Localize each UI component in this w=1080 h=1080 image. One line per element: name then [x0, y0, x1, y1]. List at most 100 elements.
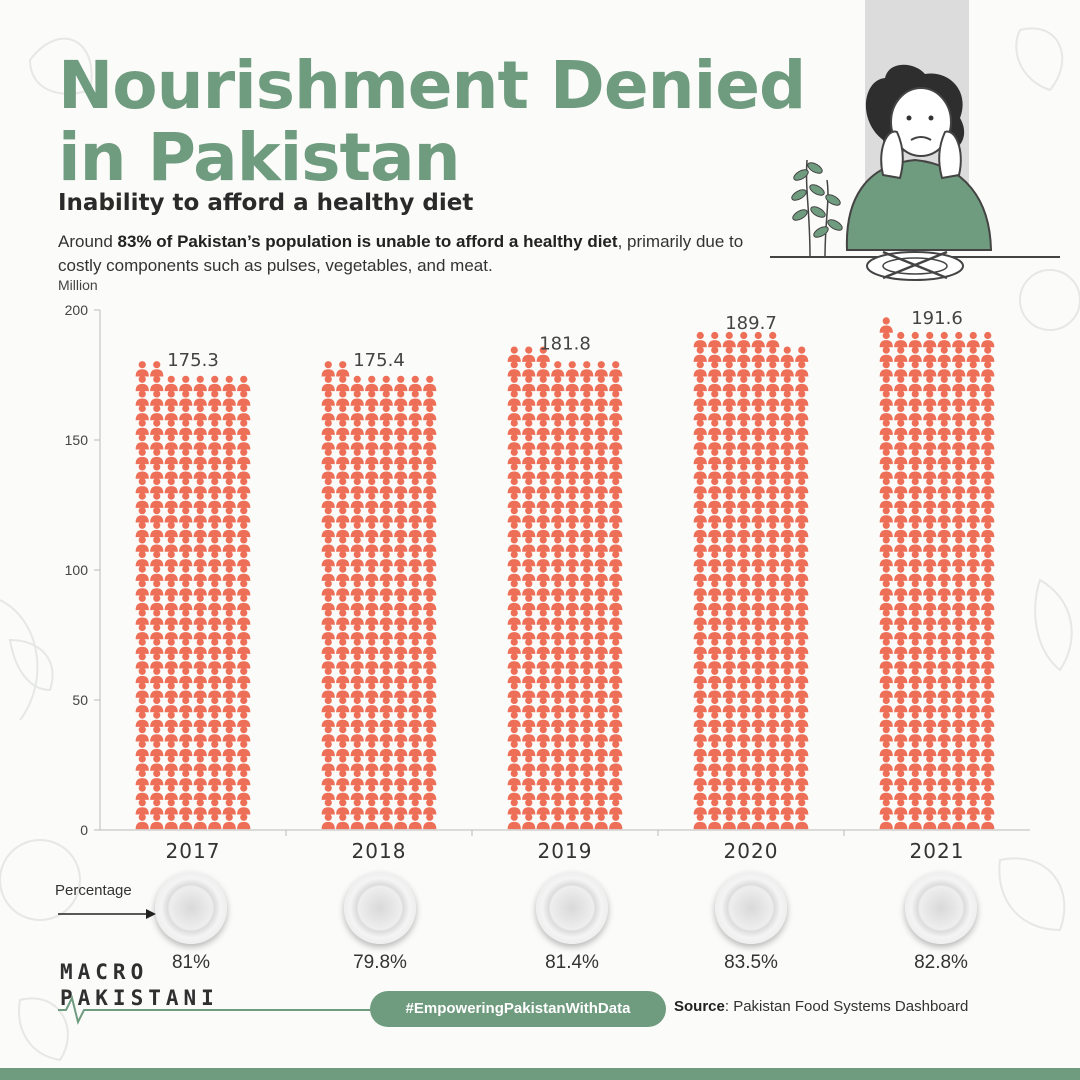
- person-icon: [693, 448, 707, 465]
- person-icon: [565, 594, 579, 611]
- person-icon: [795, 361, 809, 377]
- person-icon: [179, 653, 193, 669]
- person-icon: [350, 784, 364, 800]
- person-icon: [722, 361, 736, 377]
- person-icon: [551, 769, 565, 786]
- person-icon: [795, 477, 809, 494]
- person-icon: [423, 580, 437, 596]
- person-icon: [966, 769, 980, 786]
- person-icon: [937, 434, 951, 450]
- person-icon: [350, 477, 364, 494]
- person-icon: [708, 419, 722, 435]
- person-icon: [208, 594, 222, 611]
- person-icon: [321, 390, 335, 406]
- person-icon: [237, 769, 251, 786]
- person-icon: [737, 404, 751, 421]
- person-icon: [536, 667, 550, 684]
- person-icon: [507, 404, 521, 421]
- person-icon: [237, 492, 251, 508]
- person-icon: [580, 448, 594, 465]
- person-icon: [594, 550, 608, 567]
- person-icon: [766, 813, 780, 830]
- person-icon: [423, 740, 437, 757]
- person-icon: [780, 361, 794, 377]
- person-icon: [536, 390, 550, 406]
- person-icon: [722, 799, 736, 815]
- person-icon: [722, 755, 736, 771]
- person-icon: [150, 784, 164, 800]
- person-icon: [879, 653, 893, 669]
- person-icon: [952, 521, 966, 538]
- person-icon: [164, 623, 178, 640]
- person-icon: [966, 653, 980, 669]
- person-icon: [879, 404, 893, 421]
- person-icon: [193, 726, 207, 742]
- person-icon: [321, 507, 335, 523]
- person-icon: [394, 404, 408, 421]
- person-icon: [795, 565, 809, 581]
- person-icon: [193, 638, 207, 654]
- person-icon: [580, 536, 594, 552]
- value-label-2017: 175.3: [167, 350, 219, 371]
- person-icon: [795, 448, 809, 465]
- person-icon: [580, 565, 594, 581]
- person-icon: [150, 448, 164, 465]
- person-icon: [594, 434, 608, 450]
- person-icon: [908, 726, 922, 742]
- person-icon: [879, 434, 893, 450]
- person-icon: [394, 463, 408, 479]
- person-icon: [179, 463, 193, 479]
- person-icon: [609, 799, 623, 815]
- worried-woman-illustration: [770, 0, 1060, 281]
- person-icon: [966, 404, 980, 421]
- person-icon: [321, 740, 335, 757]
- person-icon: [795, 550, 809, 567]
- person-icon: [522, 609, 536, 625]
- person-icon: [766, 609, 780, 625]
- person-icon: [751, 361, 765, 377]
- value-label-2021: 191.6: [911, 308, 963, 329]
- person-icon: [580, 404, 594, 421]
- person-icon: [222, 682, 236, 698]
- person-icon: [937, 726, 951, 742]
- person-icon: [565, 623, 579, 640]
- person-icon: [179, 799, 193, 815]
- person-icon: [894, 623, 908, 640]
- person-icon: [179, 521, 193, 538]
- bar-2020: [693, 331, 809, 830]
- person-icon: [908, 536, 922, 552]
- person-icon: [708, 667, 722, 684]
- person-icon: [321, 536, 335, 552]
- person-icon: [179, 638, 193, 654]
- person-icon: [879, 550, 893, 567]
- person-icon: [423, 755, 437, 771]
- person-icon: [408, 492, 422, 508]
- person-icon: [693, 696, 707, 713]
- person-icon: [981, 799, 995, 815]
- person-icon: [379, 507, 393, 523]
- person-icon: [208, 799, 222, 815]
- person-icon: [952, 784, 966, 800]
- person-icon: [908, 331, 922, 348]
- person-icon: [937, 331, 951, 348]
- person-icon: [722, 769, 736, 786]
- person-icon: [737, 682, 751, 698]
- person-icon: [565, 448, 579, 465]
- person-icon: [394, 638, 408, 654]
- person-icon: [693, 536, 707, 552]
- person-icon: [894, 434, 908, 450]
- plate-icon: [715, 872, 787, 944]
- percentage-item-2020: 83.5%: [696, 872, 806, 982]
- person-icon: [952, 361, 966, 377]
- person-icon: [150, 623, 164, 640]
- person-icon: [365, 594, 379, 611]
- person-icon: [580, 361, 594, 377]
- person-icon: [336, 755, 350, 771]
- person-icon: [164, 434, 178, 450]
- person-icon: [135, 507, 149, 523]
- person-icon: [795, 434, 809, 450]
- person-icon: [894, 755, 908, 771]
- person-icon: [708, 769, 722, 786]
- person-icon: [879, 711, 893, 727]
- person-icon: [908, 492, 922, 508]
